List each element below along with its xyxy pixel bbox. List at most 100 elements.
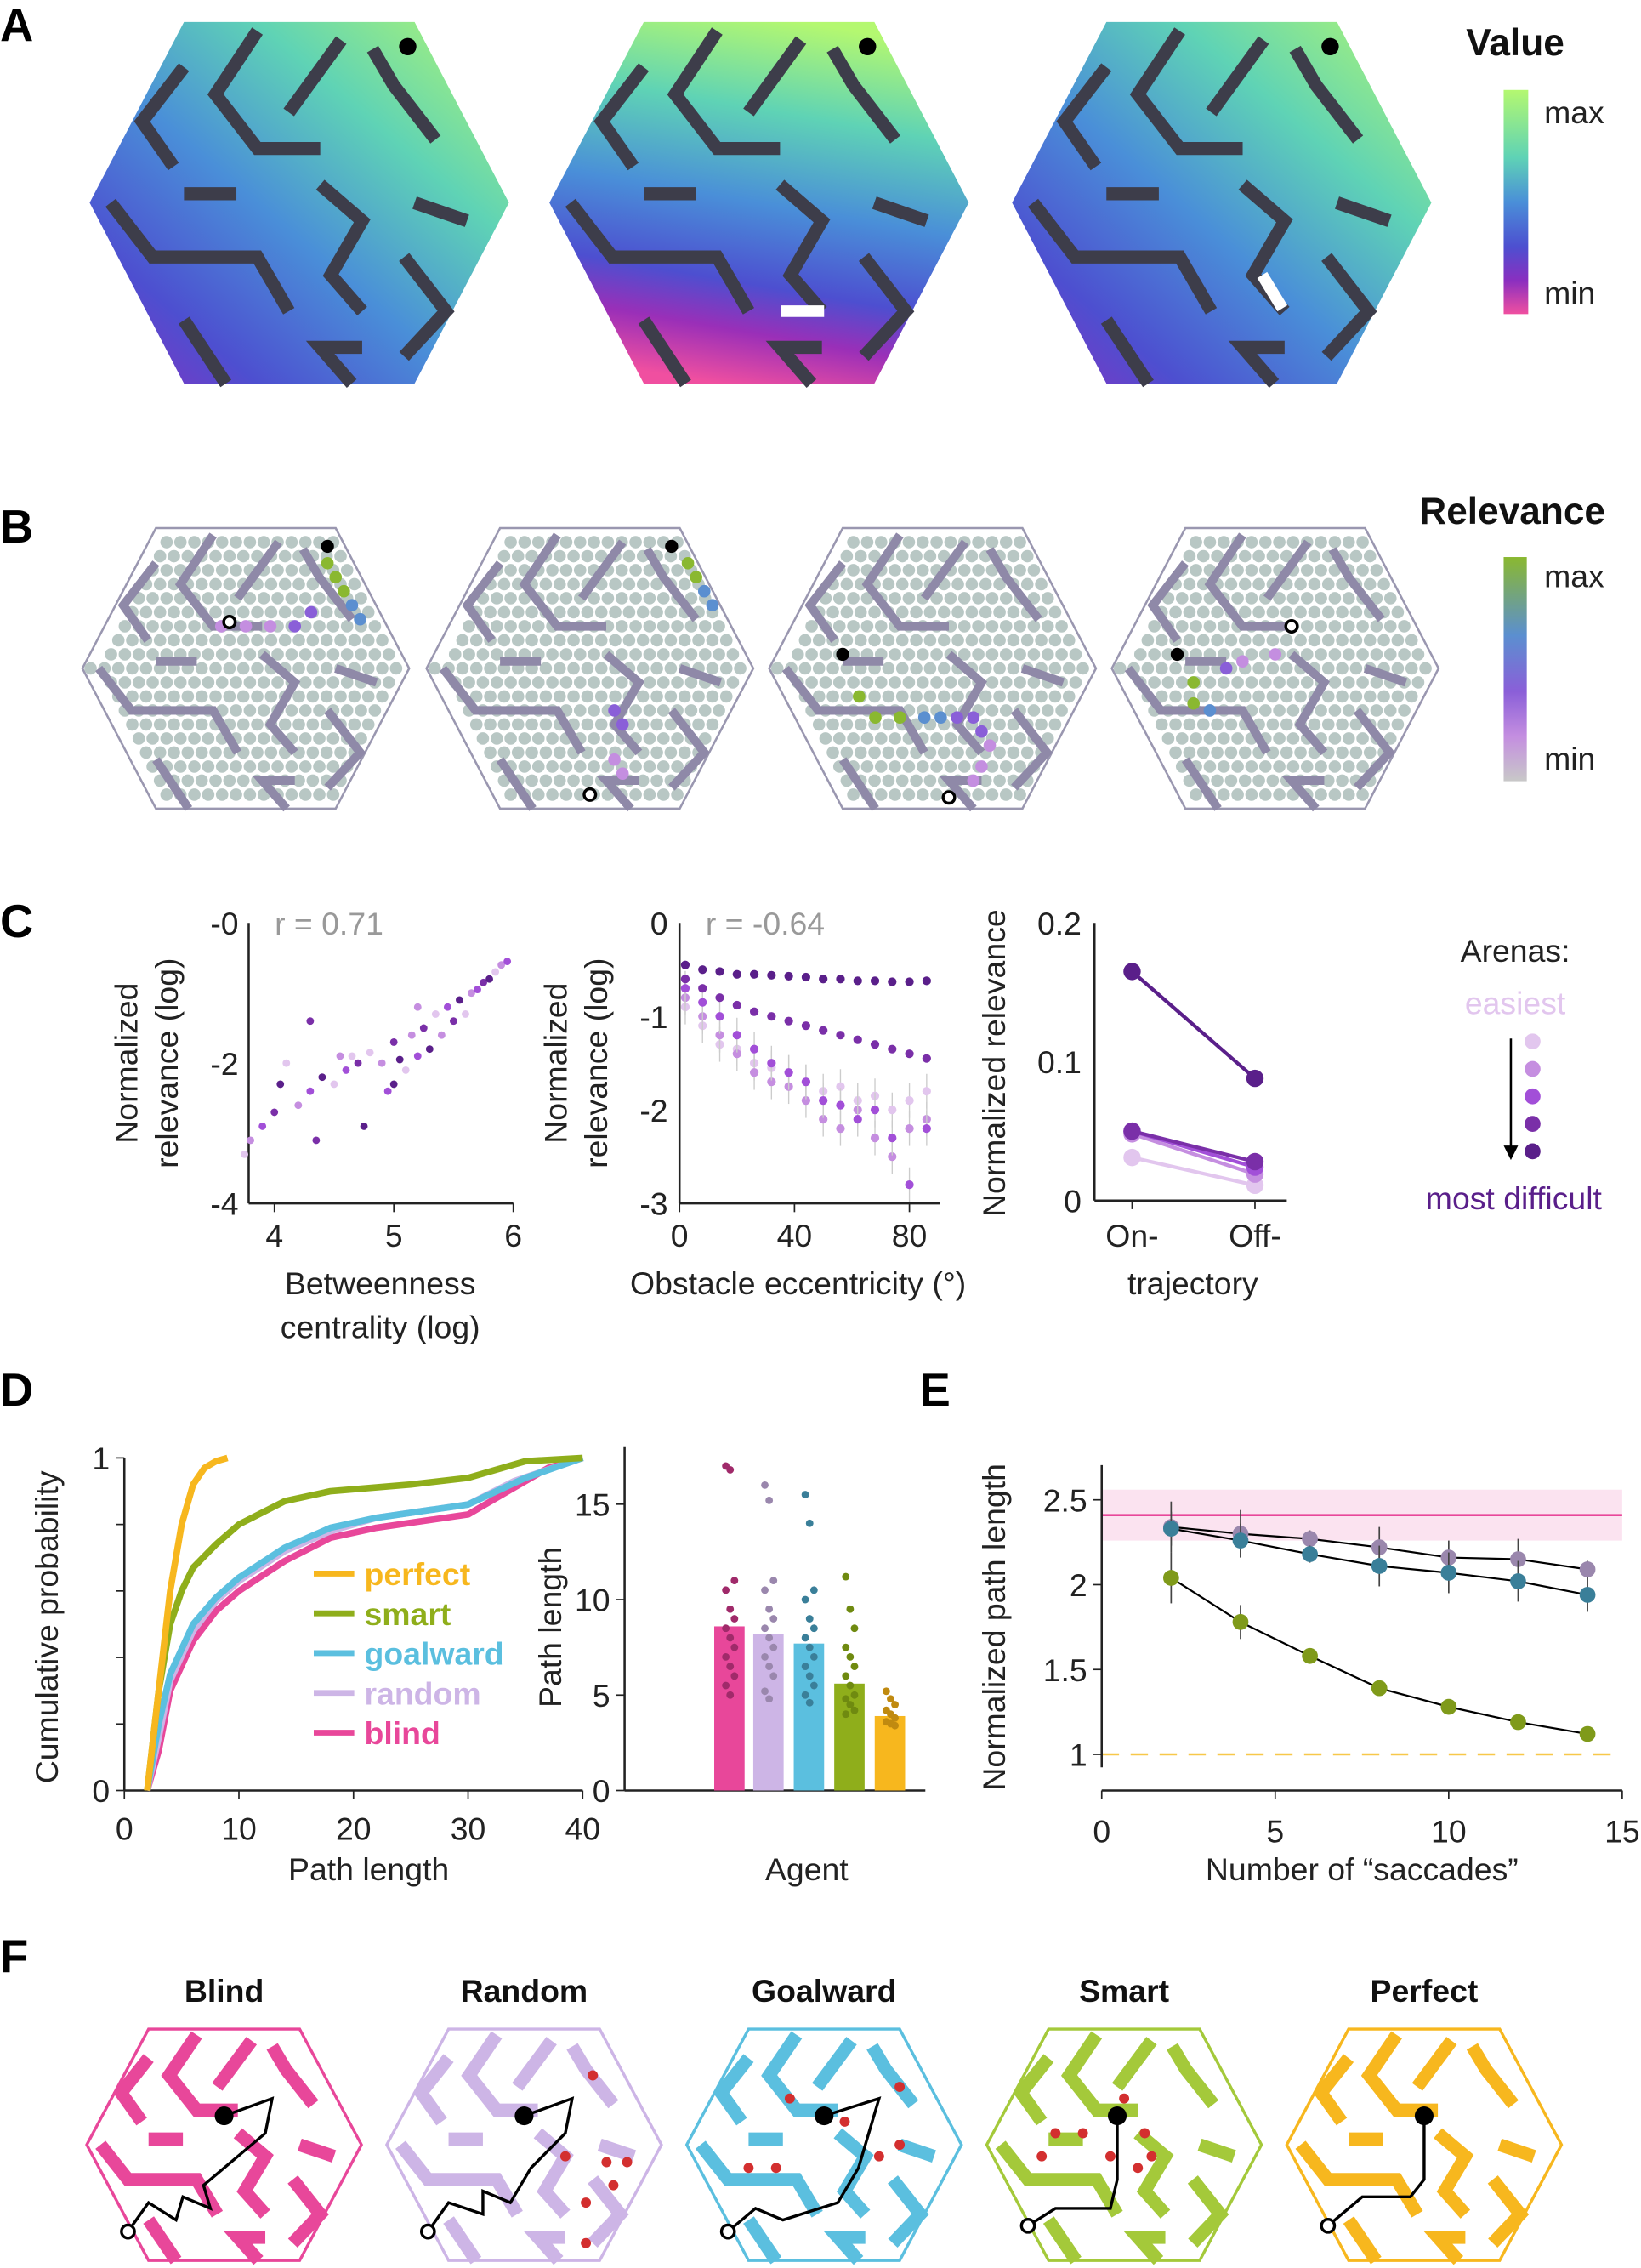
state-cell [1273, 592, 1286, 605]
state-cell [719, 662, 733, 675]
relevant-cell [321, 556, 334, 570]
maze-wall [258, 651, 301, 756]
scatter-point [801, 1077, 811, 1087]
state-cell [361, 634, 375, 647]
state-cell [1169, 605, 1182, 619]
state-cell [979, 605, 992, 619]
state-cell [840, 605, 854, 619]
agent-dot [891, 1714, 899, 1722]
agent-dot [722, 1681, 730, 1690]
fixation-marker [1133, 2163, 1144, 2174]
state-cell [348, 718, 361, 731]
state-cell [215, 648, 229, 661]
agent-dot [842, 1572, 850, 1581]
state-cell [181, 634, 195, 647]
state-cell [868, 605, 881, 619]
state-cell [209, 605, 222, 619]
state-cell [334, 746, 347, 759]
state-cell [153, 634, 167, 647]
state-cell [1203, 620, 1217, 633]
scatter-point [474, 986, 481, 994]
state-cell [1183, 549, 1196, 563]
goal-marker [214, 2106, 234, 2126]
state-cell [306, 577, 320, 591]
y-tick-label: -3 [639, 1186, 667, 1222]
state-cell [643, 592, 656, 605]
cdf-line-perfect [144, 1454, 229, 1791]
scatter-point [330, 1080, 338, 1089]
maze-wall [298, 547, 356, 622]
state-cell [916, 536, 929, 549]
data-point [1510, 1551, 1526, 1567]
fixation-marker [1077, 2128, 1088, 2139]
state-cell [937, 605, 951, 619]
state-cell [525, 774, 538, 787]
state-cell [1377, 634, 1390, 647]
state-cell [469, 690, 483, 703]
state-cell [930, 732, 943, 745]
state-cell [243, 732, 257, 745]
scatter-point [905, 1124, 914, 1134]
state-cell [854, 746, 867, 759]
state-cell [719, 690, 733, 703]
state-cell [944, 536, 957, 549]
state-cell [195, 774, 208, 787]
state-cell [643, 648, 656, 661]
removed-wall-marker [1257, 271, 1288, 312]
state-cell [292, 718, 305, 731]
state-cell [1245, 648, 1258, 661]
state-cell [153, 605, 167, 619]
y-axis-label: Path length [532, 1547, 568, 1708]
x-axis-label: Number of “saccades” [1206, 1851, 1519, 1887]
scatter-point [680, 960, 690, 969]
state-cell [910, 634, 923, 647]
maze-wall [1411, 2037, 1457, 2091]
y-tick-label: 5 [593, 1678, 610, 1714]
state-cell [1266, 605, 1280, 619]
state-cell [559, 676, 573, 689]
state-cell [985, 592, 999, 605]
state-cell [588, 732, 600, 745]
agent-dot [769, 1615, 778, 1623]
relevant-cell [951, 711, 963, 725]
state-cell [706, 690, 719, 703]
state-cell [230, 536, 242, 549]
maze-wall [133, 63, 190, 171]
relevant-cell [345, 599, 359, 612]
state-cell [819, 676, 832, 689]
relevant-cell [1187, 676, 1201, 689]
maze-wall [566, 2043, 619, 2109]
state-cell [615, 592, 628, 605]
state-cell [860, 676, 874, 689]
state-cell [490, 732, 503, 745]
state-cell [202, 788, 215, 801]
data-point [1123, 1122, 1141, 1140]
state-cell [160, 732, 173, 745]
state-cell [1342, 536, 1355, 549]
maze-wall [678, 664, 723, 687]
y-axis-label: Cumulative probability [29, 1470, 65, 1783]
state-cell [567, 634, 580, 647]
state-cell [285, 760, 298, 773]
state-cell [531, 732, 545, 745]
state-cell [902, 788, 916, 801]
state-cell [1280, 605, 1293, 619]
state-cell [320, 605, 333, 619]
state-cell [573, 788, 587, 801]
state-cell [1280, 662, 1293, 675]
state-cell [847, 676, 860, 689]
state-cell [382, 648, 395, 661]
state-cell [559, 788, 573, 801]
state-cell [1258, 676, 1272, 689]
state-cell [965, 549, 979, 563]
goal-marker [836, 647, 849, 662]
relevant-cell [967, 774, 980, 787]
state-cell [285, 704, 298, 717]
maze-wall [412, 196, 469, 227]
scatter-point [462, 1010, 469, 1018]
state-cell [671, 760, 684, 773]
state-cell [1300, 648, 1314, 661]
state-cell [368, 648, 382, 661]
data-point [1510, 1573, 1526, 1589]
maze-wall [1124, 665, 1271, 755]
